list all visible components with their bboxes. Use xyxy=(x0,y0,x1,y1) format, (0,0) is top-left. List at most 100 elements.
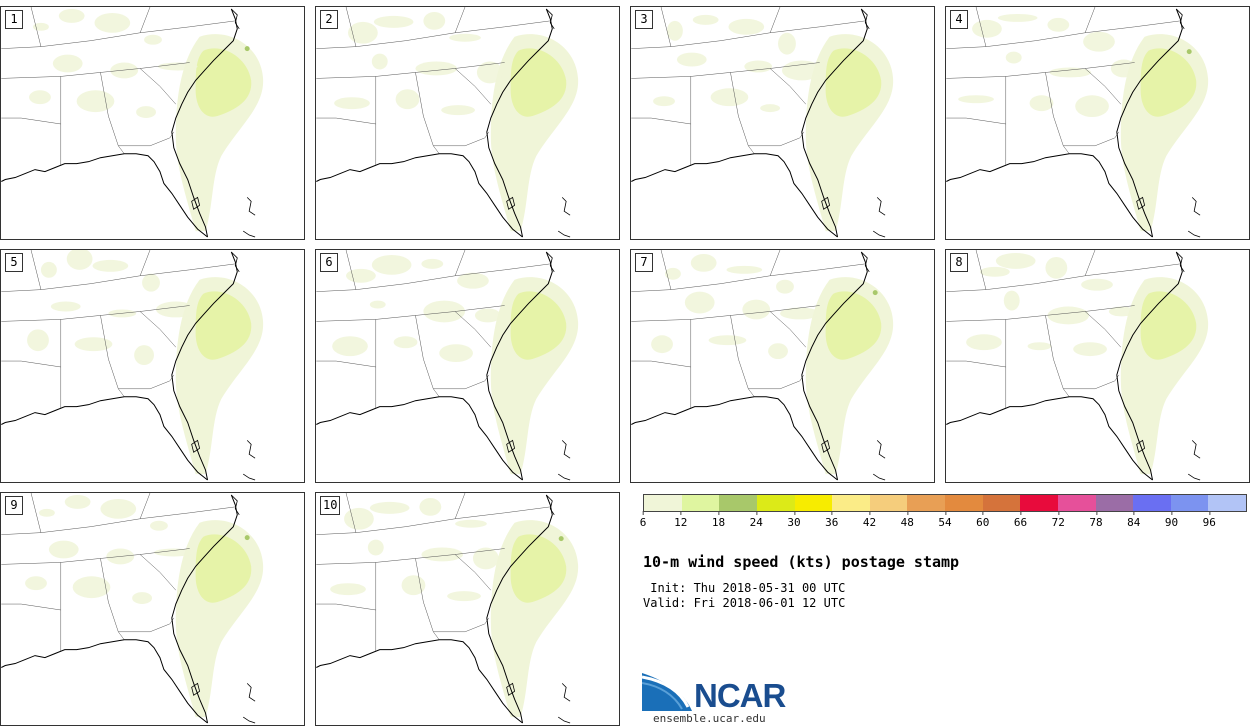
colorbar-tick-label: 66 xyxy=(1014,511,1027,529)
state-border xyxy=(316,603,376,611)
colorbar-segment xyxy=(719,495,757,511)
wind-field-patch xyxy=(449,33,481,42)
state-border xyxy=(769,68,806,105)
site-url: ensemble.ucar.edu xyxy=(653,712,766,725)
ncar-logo-icon xyxy=(642,673,692,711)
coastline xyxy=(1116,8,1183,238)
state-border xyxy=(1,263,236,292)
wind-field-patch xyxy=(690,253,717,272)
member-label: 6 xyxy=(320,253,338,272)
island-outline xyxy=(557,716,571,724)
lake-okeechobee xyxy=(191,439,201,453)
coastline xyxy=(171,251,238,481)
state-border xyxy=(139,250,151,276)
colorbar-tick-label: 42 xyxy=(863,511,876,529)
wind-field-patch xyxy=(100,498,137,519)
state-border xyxy=(1,603,61,611)
member-panel: 10 xyxy=(315,492,620,726)
bahamas-outline xyxy=(876,197,886,216)
colorbar-segment xyxy=(1095,495,1134,511)
island-outline xyxy=(872,230,886,238)
wind-field-patch xyxy=(768,343,788,360)
state-border xyxy=(316,263,551,292)
wind-field-peak xyxy=(558,536,564,542)
wind-field-patch xyxy=(369,300,386,309)
wind-field-peak xyxy=(244,535,250,541)
valid-time: Valid: Fri 2018-06-01 12 UTC xyxy=(643,596,846,610)
member-panel: 4 xyxy=(945,6,1250,240)
wind-field-patch xyxy=(692,14,719,25)
outer-banks xyxy=(1176,251,1185,273)
colorbar-segment xyxy=(869,495,908,511)
state-border xyxy=(118,131,175,147)
lake-okeechobee xyxy=(821,196,831,210)
wind-field-patch xyxy=(27,329,49,352)
wind-field-patch xyxy=(676,52,707,67)
state-border xyxy=(415,558,440,640)
wind-field-patch xyxy=(332,336,368,357)
lake-okeechobee xyxy=(821,439,831,453)
coastline xyxy=(1116,251,1183,481)
state-border xyxy=(769,250,781,276)
state-border xyxy=(139,493,151,519)
state-border xyxy=(139,7,151,33)
outer-banks xyxy=(861,251,870,273)
coastline xyxy=(316,639,523,724)
state-border xyxy=(769,7,781,33)
state-border xyxy=(118,374,175,390)
state-border xyxy=(946,263,1181,292)
wind-field-patch xyxy=(958,95,994,104)
colorbar-tick-label: 60 xyxy=(976,511,989,529)
member-label: 8 xyxy=(950,253,968,272)
colorbar-segment xyxy=(1208,495,1246,511)
wind-field-patch xyxy=(38,508,55,517)
init-time: Init: Thu 2018-05-31 00 UTC xyxy=(643,581,846,595)
lake-okeechobee xyxy=(506,196,516,210)
state-border xyxy=(631,360,691,368)
wind-field-patch xyxy=(651,335,673,354)
colorbar-tick-label: 72 xyxy=(1052,511,1065,529)
lake-okeechobee xyxy=(506,682,516,696)
state-border xyxy=(631,117,691,125)
coastline xyxy=(801,251,868,481)
state-border xyxy=(1,117,61,125)
wind-field-patch xyxy=(423,300,466,323)
wind-field-patch xyxy=(330,583,366,596)
colorbar-segment xyxy=(945,495,983,511)
wind-field-patch xyxy=(50,301,81,312)
state-border xyxy=(1084,68,1121,105)
wind-field-patch xyxy=(780,307,820,320)
coastline xyxy=(631,396,838,481)
state-border xyxy=(139,68,176,105)
wind-field-patch xyxy=(393,336,418,349)
member-label: 2 xyxy=(320,10,338,29)
state-border xyxy=(975,250,987,290)
colorbar-segment xyxy=(756,495,795,511)
wind-field-patch xyxy=(150,520,168,531)
wind-field-patch xyxy=(395,89,420,110)
wind-field-patch xyxy=(76,90,115,113)
wind-field-patch xyxy=(40,261,57,278)
wind-field-patch xyxy=(371,53,388,70)
colorbar-tick-label: 78 xyxy=(1089,511,1103,529)
state-border xyxy=(415,72,440,154)
state-border xyxy=(454,250,466,276)
bahamas-outline xyxy=(561,440,571,459)
wind-field-patch xyxy=(760,104,781,113)
island-outline xyxy=(1187,473,1201,481)
state-border xyxy=(316,62,505,79)
wind-field-patch xyxy=(346,268,376,283)
wind-field-patch xyxy=(1047,306,1090,325)
wind-field-patch xyxy=(155,301,196,318)
wind-field-peak xyxy=(244,46,250,52)
island-outline xyxy=(1187,230,1201,238)
state-border xyxy=(946,20,1181,49)
lake-okeechobee xyxy=(191,682,201,696)
southeast-us-map xyxy=(946,7,1209,238)
state-border xyxy=(100,72,125,154)
wind-field-patch xyxy=(134,345,154,366)
lake-okeechobee xyxy=(1136,439,1146,453)
state-border xyxy=(631,263,866,292)
state-border xyxy=(100,558,125,640)
state-border xyxy=(454,68,491,105)
